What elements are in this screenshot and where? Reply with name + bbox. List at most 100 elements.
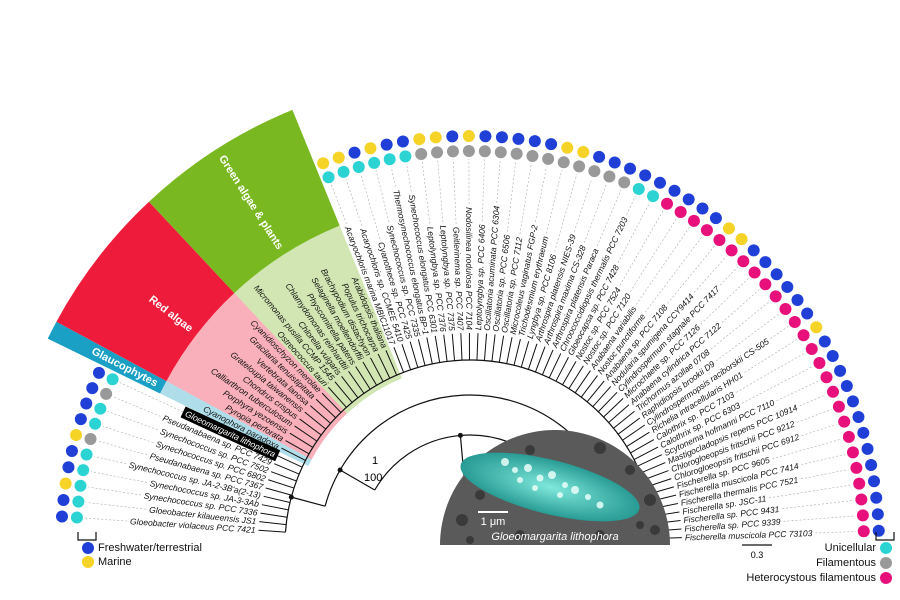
leader-line: [535, 166, 547, 223]
trait-dot: [759, 278, 772, 291]
tip-branch: [260, 512, 288, 518]
tip-branch: [541, 349, 554, 375]
trait-dot: [801, 307, 814, 320]
leader-line: [94, 456, 127, 465]
legend-label: Unicellular: [825, 542, 877, 554]
taxon-label: Leptolyngbya sp. PCC 6406: [473, 224, 487, 330]
tip-branch: [261, 504, 289, 511]
legend-dot: [880, 572, 892, 584]
taxon-label: Geitlerinema sp. PCC 7407: [451, 227, 465, 331]
trait-dot: [337, 165, 350, 178]
trait-dot: [725, 244, 738, 257]
trait-dot: [352, 161, 365, 174]
tip-branch: [630, 439, 655, 454]
cell: [460, 452, 640, 522]
tip-branch: [451, 333, 456, 361]
tip-branch: [506, 337, 513, 364]
tip-branch: [321, 392, 342, 413]
trait-dot: [446, 145, 459, 158]
tip-branch: [534, 346, 546, 373]
trait-dot: [462, 130, 475, 143]
clade-cap: [56, 201, 235, 382]
trait-dot: [431, 146, 444, 159]
taxon-label: Nodosilinea nodulosa PCC 7104: [464, 207, 474, 330]
tip-branch: [434, 335, 441, 363]
trait-dot: [72, 495, 85, 508]
trait-dot: [838, 415, 851, 428]
legend-label: Heterocystous filamentous: [746, 572, 876, 584]
trait-dot: [826, 350, 839, 363]
legend-bracket: [77, 532, 97, 541]
tip-branch: [626, 431, 650, 447]
legend: Freshwater/terrestrial Marine Unicellular F…: [77, 532, 895, 584]
trait-dot: [588, 165, 601, 178]
trait-dot: [415, 148, 428, 161]
trait-dot: [805, 342, 818, 355]
leader-line: [86, 502, 147, 510]
trait-dot: [674, 206, 687, 219]
trait-dot: [868, 475, 881, 488]
trait-dot: [70, 429, 83, 442]
trait-dot: [737, 255, 750, 268]
cell-granules: [501, 458, 604, 509]
trait-dot: [618, 176, 631, 189]
leader-line: [546, 170, 563, 234]
tip-branch: [555, 357, 569, 382]
trait-dot: [713, 234, 726, 247]
trait-dot: [446, 130, 459, 143]
leader-line: [102, 425, 154, 443]
trait-dot: [722, 222, 735, 235]
trait-dot: [872, 524, 885, 537]
tip-branch: [592, 386, 612, 407]
leader-line: [617, 203, 650, 263]
leader-line: [113, 396, 161, 417]
tip-branch: [608, 404, 630, 423]
trait-dot: [413, 133, 426, 146]
leader-line: [345, 179, 363, 226]
leader-line: [799, 394, 826, 407]
tip-branch: [460, 333, 463, 361]
trait-dot: [603, 170, 616, 183]
trait-dot: [850, 461, 863, 474]
trait-dot: [462, 145, 475, 158]
tip-branch: [562, 361, 577, 386]
trait-dot: [332, 151, 345, 164]
trait-dot: [788, 315, 801, 328]
leader-line: [796, 409, 832, 423]
leader-line: [667, 246, 715, 304]
tip-branch: [362, 361, 378, 386]
tree-backbone: [284, 359, 656, 539]
trait-dot: [495, 131, 508, 144]
trait-dot: [639, 169, 652, 182]
trait-dot: [542, 152, 555, 165]
tip-branch: [498, 335, 505, 363]
trait-dot: [696, 202, 709, 215]
leader-line: [735, 352, 805, 393]
leader-line: [719, 266, 738, 286]
tip-branch: [401, 344, 412, 370]
clade-cap: [148, 109, 340, 294]
trait-dot: [668, 184, 681, 197]
tip-branch: [341, 376, 359, 399]
tip-branch: [622, 424, 646, 441]
tip-branch: [640, 462, 666, 474]
tip-branch: [370, 357, 384, 382]
trait-dot: [368, 156, 381, 169]
leader-line: [783, 515, 855, 522]
leader-line: [700, 277, 749, 325]
trait-dot: [80, 448, 93, 461]
leader-line: [583, 183, 607, 244]
leader-line: [776, 380, 820, 402]
tip-branch: [476, 333, 479, 361]
trait-dot: [479, 130, 492, 143]
micrograph-scale: 1 μm: [481, 516, 506, 528]
tip-branch: [315, 398, 337, 419]
leader-line: [406, 164, 412, 192]
trait-dot: [86, 382, 99, 395]
trait-dot: [74, 413, 87, 426]
scale-bar-label: 0.3: [751, 550, 764, 560]
tip-branch: [586, 380, 605, 403]
tip-branch: [633, 446, 659, 460]
leader-line: [360, 174, 381, 240]
leader-line: [519, 163, 532, 235]
